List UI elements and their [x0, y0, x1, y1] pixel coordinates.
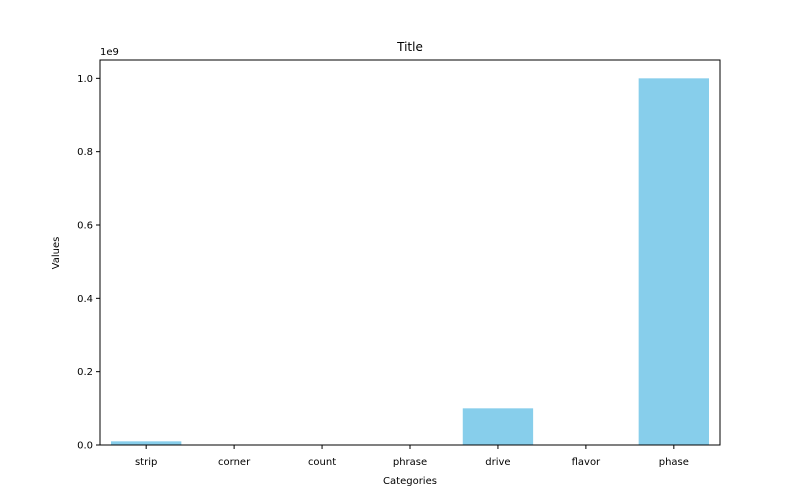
chart-title: Title [396, 40, 423, 54]
x-ticks-group: strip corner count phrase drive flavor phase [135, 445, 689, 468]
x-tick-label-phase: phase [659, 457, 689, 468]
y-tick-label-5: 1.0 [77, 74, 93, 85]
y-tick-label-4: 0.8 [77, 147, 93, 158]
x-tick-label-phrase: phrase [393, 457, 427, 468]
y-ticks-group: 0.0 0.2 0.4 0.6 0.8 1.0 [77, 74, 100, 452]
x-tick-label-corner: corner [218, 457, 251, 468]
x-tick-label-strip: strip [135, 457, 157, 468]
y-tick-label-0: 0.0 [77, 441, 93, 452]
y-tick-label-2: 0.4 [77, 294, 93, 305]
bars-group [110, 78, 710, 445]
y-tick-label-3: 0.6 [77, 221, 93, 232]
x-tick-label-drive: drive [485, 457, 510, 468]
y-axis-offset-label: 1e9 [100, 47, 119, 58]
y-tick-label-1: 0.2 [77, 367, 93, 378]
x-tick-label-flavor: flavor [572, 457, 601, 468]
bar-drive [462, 408, 534, 445]
x-tick-label-count: count [308, 457, 336, 468]
x-axis-label: Categories [383, 476, 437, 487]
bar-phase [638, 78, 710, 445]
y-axis-label: Values [51, 237, 62, 270]
bar-strip [110, 441, 182, 445]
plot-frame [99, 59, 721, 446]
